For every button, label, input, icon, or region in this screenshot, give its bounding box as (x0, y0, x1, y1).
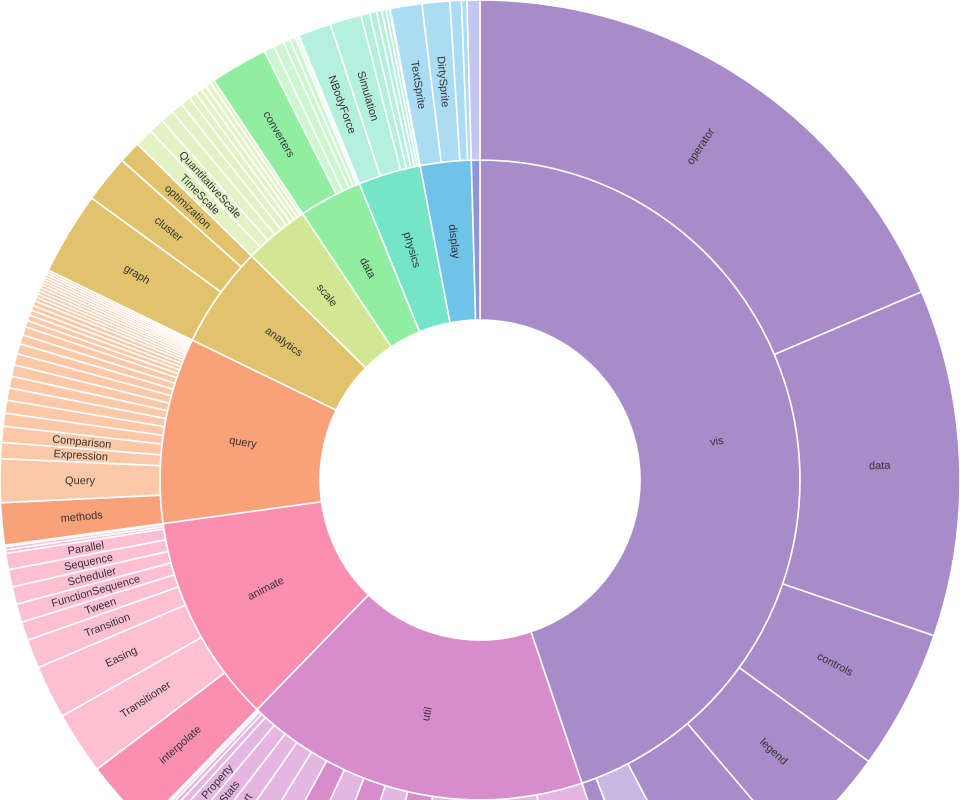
wedge-vis-data[interactable] (773, 291, 960, 637)
wedge-vis-operator[interactable] (479, 0, 923, 356)
wedge-vis-axis[interactable] (627, 722, 791, 800)
wedge-flex-FlareVis[interactable] (466, 0, 481, 161)
